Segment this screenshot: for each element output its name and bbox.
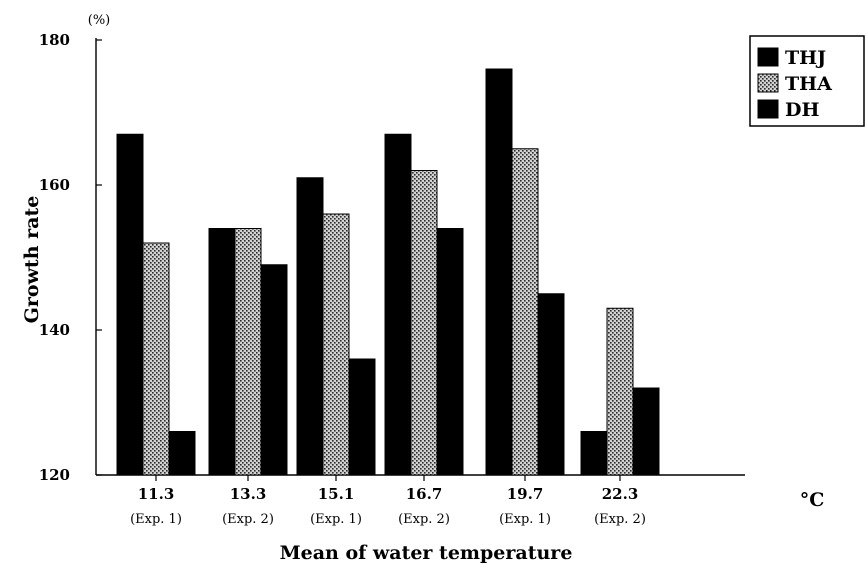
bar-tha-16-7 xyxy=(410,170,438,476)
x-tick-label: 13.3 xyxy=(230,485,267,503)
x-tick-label: 22.3 xyxy=(602,485,639,503)
bar-dh-11-3 xyxy=(168,431,196,476)
x-tick-label: 15.1 xyxy=(318,485,355,503)
legend-swatch-dh xyxy=(757,99,779,119)
x-tick-sublabel: (Exp. 2) xyxy=(594,512,646,527)
bar-dh-13-3 xyxy=(260,264,288,476)
bar-dh-16-7 xyxy=(436,228,464,476)
bar-tha-22-3 xyxy=(606,307,634,476)
bar-thj-13-3 xyxy=(208,228,236,476)
legend-swatch-tha xyxy=(757,73,779,93)
x-tick-label: 19.7 xyxy=(507,485,544,503)
y-tick-label: 120 xyxy=(39,466,70,484)
x-tick-label: 11.3 xyxy=(138,485,175,503)
legend: THJ THA DH xyxy=(749,35,865,127)
bar-thj-15-1 xyxy=(296,177,324,476)
x-tick-sublabel: (Exp. 2) xyxy=(222,512,274,527)
bar-tha-11-3 xyxy=(142,242,170,476)
bar-dh-15-1 xyxy=(348,358,376,476)
legend-label-tha: THA xyxy=(785,73,832,95)
x-tick-sublabel: (Exp. 2) xyxy=(398,512,450,527)
bar-tha-19-7 xyxy=(511,148,539,476)
y-tick-label: 140 xyxy=(39,321,70,339)
legend-swatch-thj xyxy=(757,47,779,67)
bar-dh-22-3 xyxy=(632,387,660,476)
x-tick-sublabel: (Exp. 1) xyxy=(130,512,182,527)
bar-thj-11-3 xyxy=(116,133,144,476)
bars xyxy=(116,68,660,476)
y-unit-label: (%) xyxy=(88,13,111,28)
bar-thj-16-7 xyxy=(384,133,412,476)
bar-tha-15-1 xyxy=(322,213,350,476)
labels: 120 140 160 180 (%) Growth rate 11.3 (Exp. 1) 13… xyxy=(21,13,824,564)
y-tick-label: 180 xyxy=(39,31,70,49)
bar-thj-19-7 xyxy=(485,68,513,476)
bar-dh-19-7 xyxy=(537,293,565,476)
y-tick-label: 160 xyxy=(39,176,70,194)
x-tick-sublabel: (Exp. 1) xyxy=(310,512,362,527)
x-unit-label: °C xyxy=(800,489,825,511)
x-tick-sublabel: (Exp. 1) xyxy=(499,512,551,527)
y-axis-title: Growth rate xyxy=(21,196,43,324)
bar-thj-22-3 xyxy=(580,431,608,476)
x-axis-title: Mean of water temperature xyxy=(280,542,573,564)
x-tick-label: 16.7 xyxy=(406,485,443,503)
bar-tha-13-3 xyxy=(234,228,262,476)
legend-label-thj: THJ xyxy=(785,47,826,69)
legend-label-dh: DH xyxy=(785,99,819,121)
